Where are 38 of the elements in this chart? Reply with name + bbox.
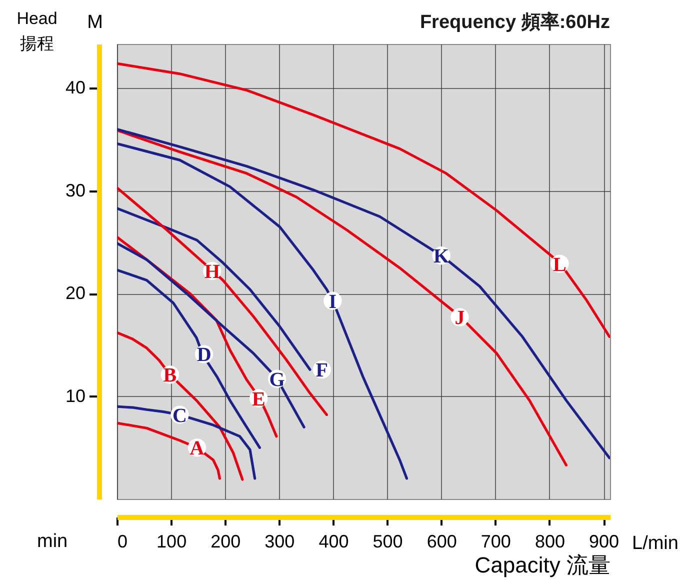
annotation: L [553,254,566,276]
line-series [117,331,244,481]
annotation: G [269,368,286,391]
x-tick-label: 900 [588,532,620,552]
annotation: E [252,388,266,410]
annotation: J [454,307,465,330]
annotation: C [172,404,187,427]
x-tick-label: 800 [534,532,565,552]
line-series [117,405,256,480]
annotation: F [316,360,328,382]
annotation: B [163,364,177,387]
annotation: H [204,260,220,283]
line-series [117,62,610,338]
y-axis-title: Head 揚程 [16,9,58,53]
x-tick-label: 500 [372,532,403,552]
x-tick-label: 400 [318,532,349,552]
x-tick-label: 0 [118,532,128,552]
text: min [37,531,68,552]
y-tick-label: 20 [65,283,86,304]
x-axis-title: Capacity 流量 [474,552,610,578]
x-tick-label: 200 [210,532,241,552]
text: L/min [632,533,678,554]
line-series [117,422,222,480]
annotation: A [190,438,205,460]
annotation: I [328,290,337,313]
x-tick-label: 300 [264,532,295,552]
line-series [117,242,306,428]
x-tick-label: 700 [480,532,511,552]
annotation: K [434,246,450,268]
text: M [87,12,103,33]
annotation: D [196,344,212,366]
line-series [117,142,408,480]
y-tick-label: 10 [65,386,86,406]
x-tick-label: 100 [156,532,187,552]
y-tick-label: 40 [65,78,86,98]
x-tick-label: 600 [426,532,457,552]
chart-title: Frequency 頻率:60Hz [420,11,610,33]
y-tick-label: 30 [65,180,86,200]
